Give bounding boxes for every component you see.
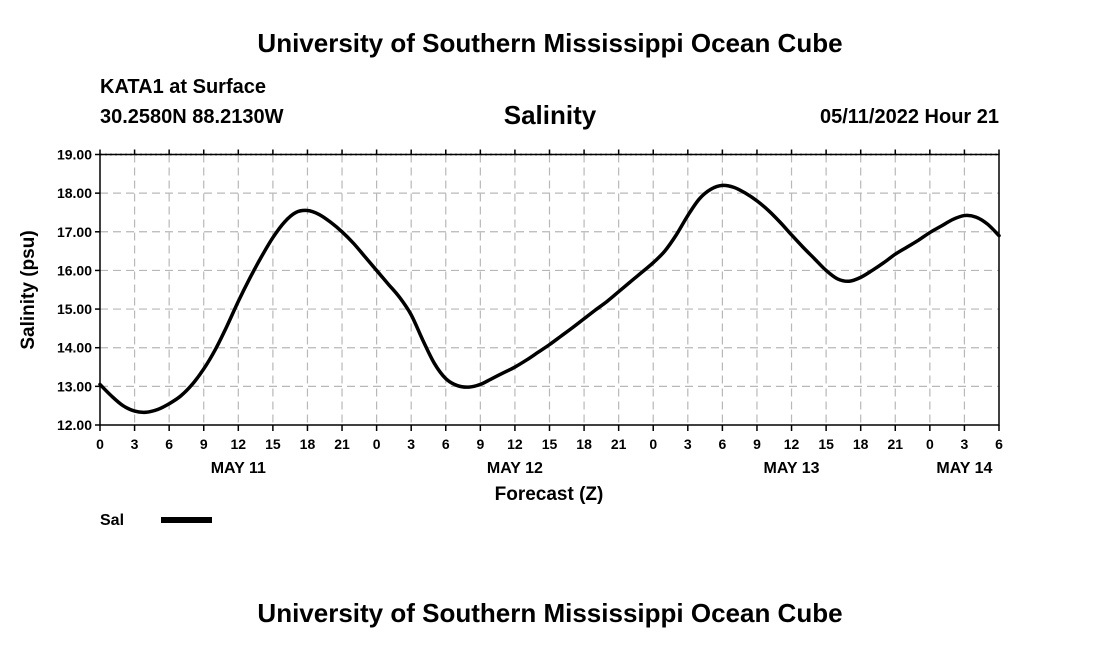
date-label: MAY 11 bbox=[211, 460, 266, 477]
x-tick-label: 6 bbox=[995, 436, 1003, 452]
legend: Sal bbox=[100, 512, 212, 529]
x-tick-label: 9 bbox=[476, 436, 484, 452]
x-axis-label: Forecast (Z) bbox=[495, 484, 604, 505]
station-label: KATA1 at Surface bbox=[100, 76, 266, 98]
y-tick-label: 16.00 bbox=[57, 262, 92, 278]
y-tick-label: 15.00 bbox=[57, 301, 92, 317]
y-tick-label: 12.00 bbox=[57, 417, 92, 433]
date-label: MAY 13 bbox=[764, 460, 820, 477]
page-title: University of Southern Mississippi Ocean… bbox=[257, 28, 843, 58]
x-tick-label: 18 bbox=[300, 436, 316, 452]
x-tick-label: 0 bbox=[926, 436, 934, 452]
x-tick-label: 15 bbox=[542, 436, 558, 452]
x-tick-label: 18 bbox=[576, 436, 592, 452]
station-coordinates: 30.2580N 88.2130W bbox=[100, 106, 284, 128]
x-tick-label: 9 bbox=[200, 436, 208, 452]
x-tick-label: 6 bbox=[165, 436, 173, 452]
x-tick-label: 3 bbox=[407, 436, 415, 452]
x-tick-label: 0 bbox=[373, 436, 381, 452]
x-tick-label: 0 bbox=[96, 436, 104, 452]
x-tick-label: 9 bbox=[753, 436, 761, 452]
x-tick-label: 6 bbox=[442, 436, 450, 452]
legend-label: Sal bbox=[100, 512, 124, 529]
grid-lines bbox=[100, 153, 999, 425]
y-tick-label: 17.00 bbox=[57, 224, 92, 240]
y-tick-label: 14.00 bbox=[57, 340, 92, 356]
salinity-series-line bbox=[98, 183, 1001, 415]
x-tick-label: 6 bbox=[718, 436, 726, 452]
x-tick-label: 12 bbox=[507, 436, 523, 452]
x-tick-label: 15 bbox=[265, 436, 281, 452]
y-tick-label: 18.00 bbox=[57, 185, 92, 201]
x-tick-label: 21 bbox=[887, 436, 903, 452]
forecast-datetime: 05/11/2022 Hour 21 bbox=[819, 106, 999, 128]
y-tick-label: 19.00 bbox=[57, 147, 92, 163]
x-tick-label: 0 bbox=[649, 436, 657, 452]
chart-title: Salinity bbox=[503, 100, 597, 130]
date-label: MAY 12 bbox=[487, 460, 543, 477]
x-tick-label: 21 bbox=[611, 436, 627, 452]
x-tick-label: 18 bbox=[853, 436, 869, 452]
date-label: MAY 14 bbox=[936, 460, 992, 477]
footer-title: University of Southern Mississippi Ocean… bbox=[257, 598, 843, 628]
x-tick-label: 12 bbox=[231, 436, 247, 452]
y-axis: 12.00 13.00 14.00 15.00 16.00 17.00 18.00 19.00 bbox=[57, 147, 100, 433]
date-labels: MAY 11 MAY 12 MAY 13 MAY 14 bbox=[211, 460, 993, 477]
x-tick-label: 3 bbox=[684, 436, 692, 452]
y-tick-label: 13.00 bbox=[57, 378, 92, 394]
x-tick-label: 12 bbox=[784, 436, 800, 452]
x-tick-label: 15 bbox=[818, 436, 834, 452]
x-tick-label: 3 bbox=[131, 436, 139, 452]
x-axis: 0 3 6 9 12 15 18 21 0 3 6 9 12 15 18 21 0 3 6 9 12 15 18 21 0 3 6 bbox=[96, 149, 1003, 452]
x-tick-label: 21 bbox=[334, 436, 350, 452]
x-tick-label: 3 bbox=[961, 436, 969, 452]
y-axis-label: Salinity (psu) bbox=[18, 230, 39, 349]
